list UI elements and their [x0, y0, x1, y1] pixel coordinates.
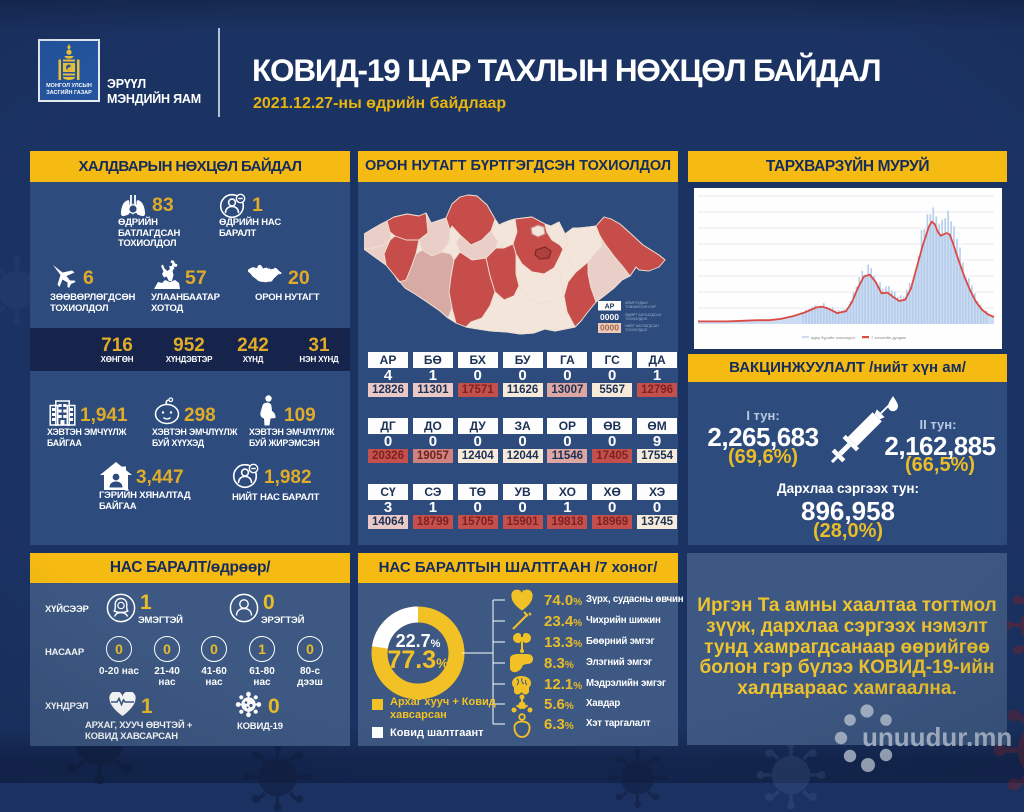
svg-text:ТОХИОЛДОЛ: ТОХИОЛДОЛ [625, 317, 648, 321]
svg-text:өдөр бүрийн тохиолдол: өдөр бүрийн тохиолдол [811, 335, 856, 340]
svg-text:0000: 0000 [600, 323, 619, 333]
svg-text:ТОВЧИЛСОН НЭР: ТОВЧИЛСОН НЭР [625, 305, 656, 309]
svg-text:77.3%: 77.3% [387, 646, 449, 674]
svg-text:0000: 0000 [600, 312, 619, 322]
svg-text:ТОХИОЛДОЛ: ТОХИОЛДОЛ [625, 328, 648, 332]
svg-text:7 хоногийн дундаж: 7 хоногийн дундаж [871, 335, 906, 340]
svg-text:АР: АР [605, 304, 615, 311]
